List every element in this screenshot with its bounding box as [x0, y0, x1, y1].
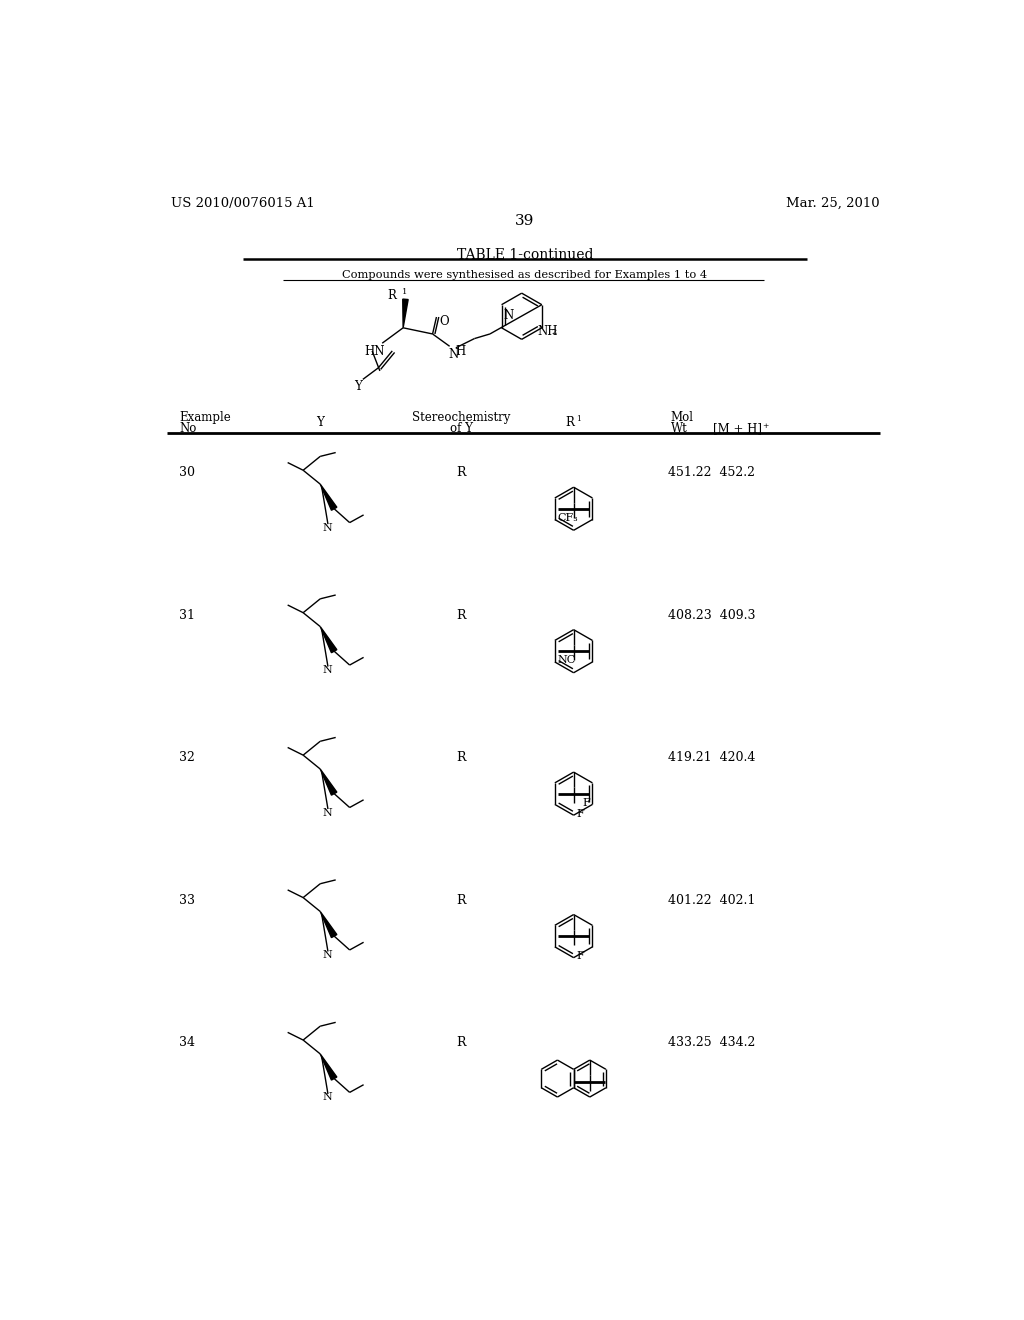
Polygon shape [321, 911, 337, 937]
Text: 1: 1 [575, 414, 581, 422]
Polygon shape [321, 484, 337, 511]
Text: 433.25  434.2: 433.25 434.2 [669, 1036, 756, 1049]
Text: 408.23  409.3: 408.23 409.3 [669, 609, 756, 622]
Text: F: F [583, 797, 590, 808]
Text: 33: 33 [179, 894, 196, 907]
Text: 419.21  420.4: 419.21 420.4 [669, 751, 756, 764]
Text: CF₃: CF₃ [557, 513, 578, 523]
Text: TABLE 1-continued: TABLE 1-continued [457, 248, 593, 263]
Text: R: R [565, 416, 574, 429]
Text: 2: 2 [552, 327, 557, 335]
Polygon shape [321, 627, 337, 652]
Text: H: H [455, 345, 465, 358]
Text: 1: 1 [402, 288, 408, 296]
Text: N: N [503, 309, 513, 322]
Text: R: R [457, 609, 466, 622]
Text: N: N [323, 1093, 332, 1102]
Text: 39: 39 [515, 214, 535, 228]
Text: Stereochemistry: Stereochemistry [412, 411, 510, 424]
Text: No: No [179, 422, 197, 434]
Text: N: N [323, 950, 332, 960]
Text: R: R [457, 1036, 466, 1049]
Text: N: N [323, 665, 332, 675]
Polygon shape [321, 1053, 337, 1080]
Text: Y: Y [316, 416, 325, 429]
Text: US 2010/0076015 A1: US 2010/0076015 A1 [171, 197, 314, 210]
Text: Example: Example [179, 411, 230, 424]
Text: NH: NH [538, 326, 558, 338]
Text: N: N [323, 523, 332, 532]
Text: 451.22  452.2: 451.22 452.2 [669, 466, 755, 479]
Text: [M + H]: [M + H] [713, 422, 762, 434]
Text: N: N [449, 348, 459, 360]
Text: NC: NC [557, 656, 575, 665]
Text: Wt: Wt [671, 422, 687, 434]
Text: Compounds were synthesised as described for Examples 1 to 4: Compounds were synthesised as described … [342, 271, 708, 280]
Text: 31: 31 [179, 609, 196, 622]
Text: O: O [439, 315, 450, 329]
Text: +: + [762, 422, 768, 430]
Text: 34: 34 [179, 1036, 196, 1049]
Text: R: R [457, 894, 466, 907]
Text: 32: 32 [179, 751, 195, 764]
Text: R: R [387, 289, 396, 302]
Polygon shape [402, 300, 409, 327]
Text: Mar. 25, 2010: Mar. 25, 2010 [786, 197, 880, 210]
Text: N: N [323, 808, 332, 817]
Text: F: F [575, 809, 584, 818]
Text: 30: 30 [179, 466, 196, 479]
Text: 401.22  402.1: 401.22 402.1 [669, 894, 756, 907]
Text: of Y: of Y [450, 422, 473, 434]
Polygon shape [321, 770, 337, 795]
Text: R: R [457, 751, 466, 764]
Text: R: R [457, 466, 466, 479]
Text: Y: Y [354, 380, 362, 393]
Text: Mol: Mol [671, 411, 693, 424]
Text: F: F [575, 952, 584, 961]
Text: HN: HN [365, 345, 385, 358]
